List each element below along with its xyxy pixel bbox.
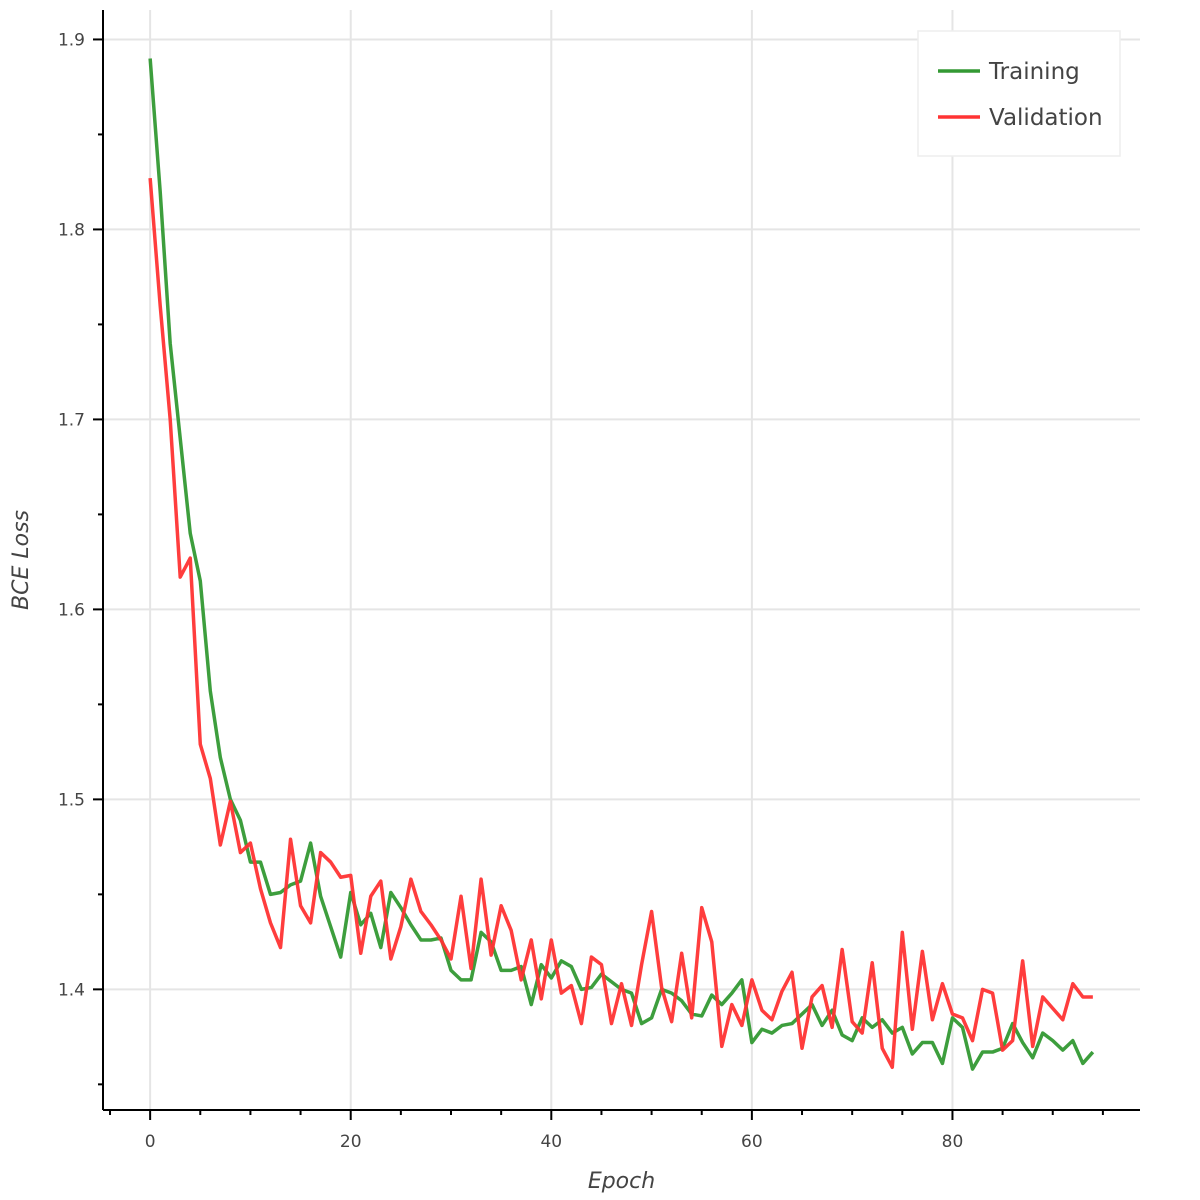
y-tick-label: 1.7 (58, 410, 85, 430)
y-tick-label: 1.5 (58, 790, 85, 810)
x-tick-label: 80 (942, 1132, 964, 1152)
x-tick-label: 0 (145, 1132, 156, 1152)
legend: Training Validation (917, 30, 1121, 157)
y-tick-label: 1.6 (58, 600, 85, 620)
x-tick-label: 60 (741, 1132, 763, 1152)
axes (93, 10, 1140, 1120)
y-tick-label: 1.9 (58, 30, 85, 50)
x-tick-label: 40 (540, 1132, 562, 1152)
series-lines (148, 58, 1095, 1071)
tick-labels: 0 20 40 60 80 1.4 1.5 1.6 1.7 1.8 1.9 (58, 30, 963, 1152)
grid (103, 10, 1140, 1110)
x-axis-title: Epoch (588, 1169, 655, 1194)
y-tick-label: 1.4 (58, 980, 85, 1000)
series-line-training (148, 58, 1095, 1071)
x-tick-label: 20 (340, 1132, 362, 1152)
legend-label-validation: Validation (989, 105, 1103, 131)
series-line-validation (148, 177, 1093, 1069)
y-tick-label: 1.8 (58, 220, 85, 240)
legend-label-training: Training (988, 59, 1080, 85)
y-axis-title: BCE Loss (9, 510, 34, 610)
legend-box (917, 30, 1121, 157)
